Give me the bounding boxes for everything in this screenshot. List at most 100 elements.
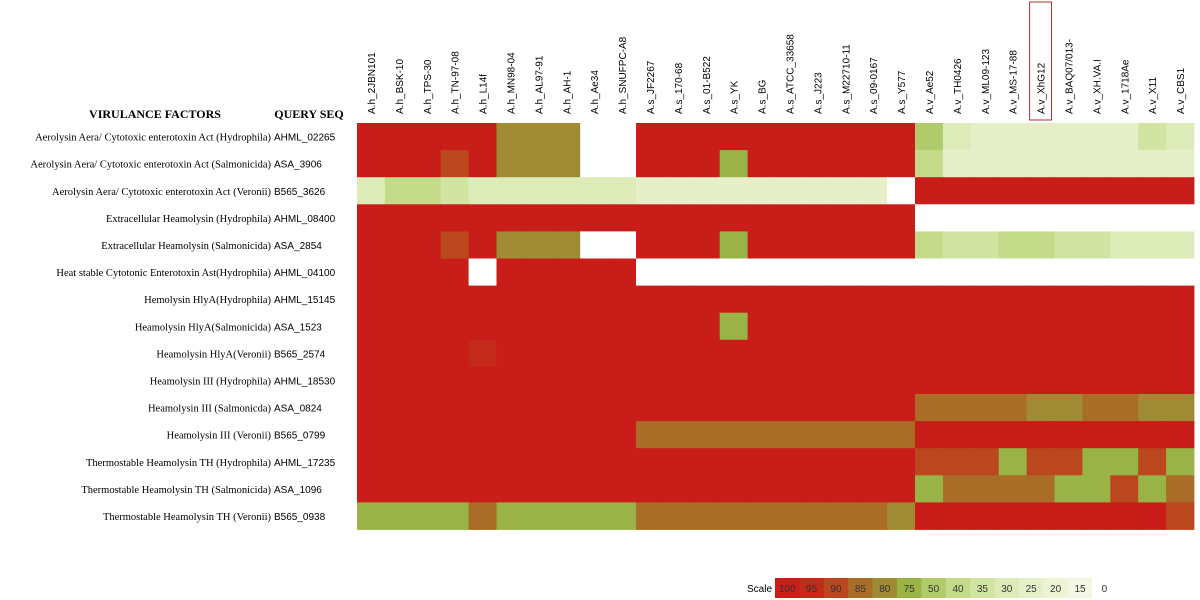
heatmap-cell [803, 177, 832, 205]
row-factor-label: Thermostable Heamolysin TH (Veronii) [103, 512, 272, 523]
heatmap-cell [608, 150, 637, 178]
heatmap-cell [942, 123, 972, 151]
heatmap-cell [1110, 475, 1139, 503]
heatmap-cell [831, 123, 860, 151]
heatmap-cell [831, 285, 860, 314]
heatmap-cell [440, 204, 469, 232]
scale-tick-label: 50 [928, 584, 940, 595]
heatmap-cell [719, 475, 748, 503]
scale-swatch [921, 578, 947, 598]
heatmap-cell [719, 366, 748, 395]
heatmap-cell [496, 150, 525, 178]
row-factor-label: Aerolysin Aera/ Cytotoxic enterotoxin Ac… [52, 187, 271, 198]
heatmap-cell [357, 366, 386, 395]
heatmap-cell [1054, 475, 1083, 503]
heatmap-cell [357, 502, 386, 530]
scale-tick-label: 30 [1001, 584, 1013, 595]
column-label: A.h_SNUFPC-A8 [618, 36, 629, 114]
scale-tick-label: 85 [855, 584, 867, 595]
heatmap-cell [1166, 150, 1195, 178]
row-factor-label: Aerolysin Aera/ Cytotoxic enterotoxin Ac… [30, 160, 271, 171]
column-label: A.h_BSK-10 [395, 59, 406, 114]
scale-tick-label: 100 [779, 584, 796, 595]
heatmap-cell [357, 448, 386, 476]
scale-swatch [872, 578, 898, 598]
heatmap-cell [1082, 421, 1111, 449]
heatmap-cell [412, 204, 442, 232]
heatmap-cell [719, 285, 748, 314]
heatmap-cell [552, 285, 581, 314]
heatmap-cell [552, 258, 581, 286]
heatmap-cell [524, 339, 553, 368]
heatmap-cell [524, 204, 553, 232]
heatmap-cell [384, 394, 414, 422]
heatmap-cell [1054, 204, 1083, 232]
scale-swatch [994, 578, 1020, 598]
heatmap-cell [831, 231, 860, 259]
heatmap-cell [1026, 123, 1055, 151]
heatmap-cell [1082, 123, 1111, 151]
scale-tick-label: 75 [904, 584, 916, 595]
heatmap-cell [663, 258, 693, 286]
heatmap-cell [440, 394, 469, 422]
heatmap-cell [580, 366, 609, 395]
heatmap-cell [468, 177, 497, 205]
heatmap-cell [1054, 394, 1083, 422]
heatmap-cell [887, 150, 916, 178]
heatmap-cell [915, 394, 944, 422]
heatmap-cell [747, 366, 776, 395]
heatmap-cell [719, 231, 748, 259]
heatmap-cell [1110, 448, 1139, 476]
heatmap-cell [859, 421, 888, 449]
heatmap-cell [357, 475, 386, 503]
heatmap-cell [663, 502, 693, 530]
heatmap-cell [747, 177, 776, 205]
heatmap-cell [580, 231, 609, 259]
heatmap-cell [357, 258, 386, 286]
heatmap-cell [803, 339, 832, 368]
heatmap-cell [524, 394, 553, 422]
column-label: A.v_XhG12 [1037, 62, 1048, 114]
heatmap-cell [1026, 475, 1055, 503]
heatmap-cell [608, 366, 637, 395]
heatmap-cell [747, 339, 776, 368]
heatmap-cell [580, 475, 609, 503]
heatmap-cell [580, 448, 609, 476]
row-query-label: ASA_1523 [274, 322, 322, 333]
heatmap-cell [357, 150, 386, 178]
heatmap-cell [775, 177, 804, 205]
heatmap-cell [663, 123, 693, 151]
heatmap-cell [524, 312, 553, 341]
heatmap-cell [803, 475, 832, 503]
heatmap-cell [831, 394, 860, 422]
heatmap-cell [747, 231, 776, 259]
heatmap-cell [859, 258, 888, 286]
heatmap-cell [691, 448, 721, 476]
heatmap-cell [970, 502, 1000, 530]
heatmap-cell [1138, 366, 1167, 395]
heatmap-cell [440, 312, 469, 341]
heatmap-cell [915, 204, 944, 232]
heatmap-cell [970, 150, 1000, 178]
heatmap-cell [691, 366, 721, 395]
heatmap-cell [636, 285, 665, 314]
heatmap-cell [1110, 177, 1139, 205]
heatmap-cell [468, 339, 497, 368]
heatmap-cell [942, 177, 972, 205]
column-label: A.s_09-0167 [869, 57, 880, 114]
heatmap-cell [524, 231, 553, 259]
heatmap-cell [412, 475, 442, 503]
heatmap-cell [524, 475, 553, 503]
heatmap-cell [747, 394, 776, 422]
heatmap-cell [1138, 312, 1167, 341]
heatmap-cell [608, 123, 637, 151]
heatmap-cell [831, 448, 860, 476]
heatmap-cell [887, 231, 916, 259]
heatmap-cell [1054, 502, 1083, 530]
row-factor-label: Hemolysin HlyA(Hydrophila) [144, 295, 271, 306]
heatmap-cell [552, 421, 581, 449]
column-label: A.h_MN98-04 [506, 52, 517, 114]
heatmap-cell [747, 285, 776, 314]
heatmap-cell [1138, 123, 1167, 151]
heatmap-cell [552, 448, 581, 476]
